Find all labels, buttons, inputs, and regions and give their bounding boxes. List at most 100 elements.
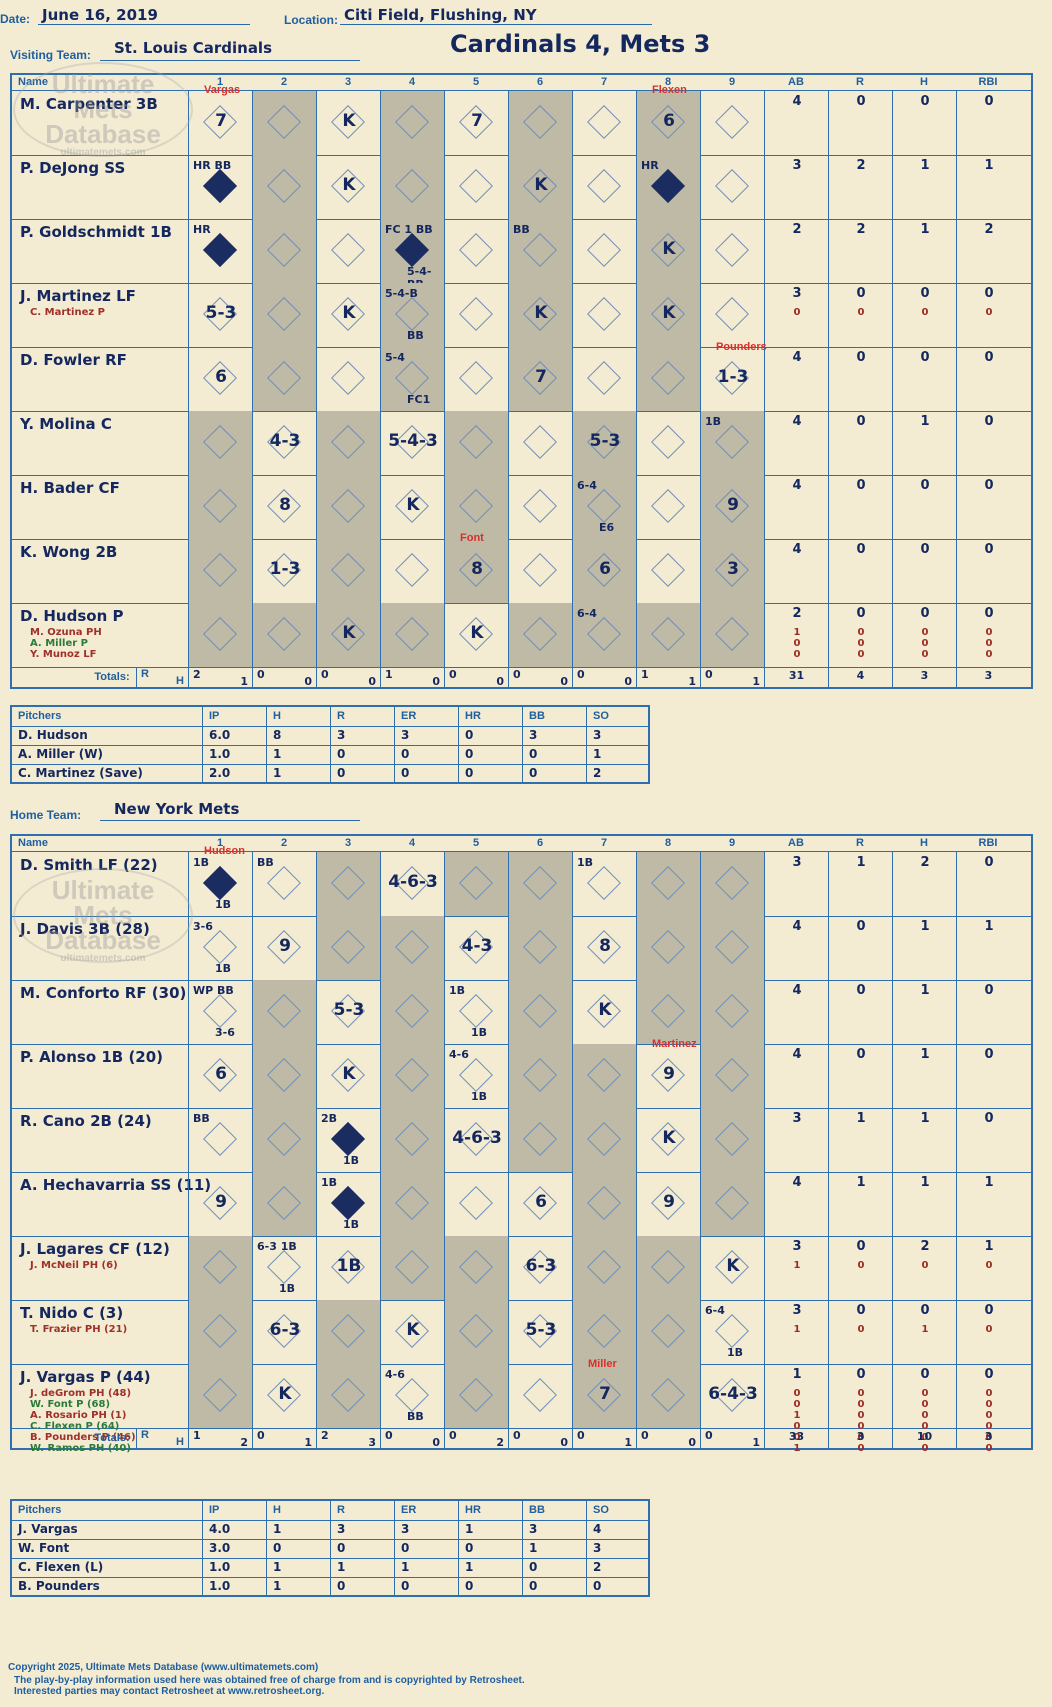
base-diamond <box>395 1122 429 1156</box>
base-diamond <box>331 1378 365 1412</box>
stat-value: 0 <box>984 1303 994 1318</box>
home-col-inning-3: 3 <box>344 837 352 849</box>
visiting-inning-cell <box>508 539 572 603</box>
visiting-inning-cell: HR <box>636 155 700 219</box>
visiting-scorecard: Name 1 2 3 4 5 6 7 8 9 AB R H RBI M. Carpenter 3B 7 K 7 6 4… <box>10 73 1033 689</box>
base-diamond <box>395 105 429 139</box>
visiting-inning-cell: BB <box>508 219 572 283</box>
visiting-stat-cell: 0 <box>892 539 956 603</box>
base-diamond <box>203 1250 237 1284</box>
stat-value: 1 <box>984 1175 994 1190</box>
inning-runs: 1 <box>385 668 393 681</box>
visiting-stat-cell: 1 <box>892 219 956 283</box>
visiting-inning-cell <box>188 539 252 603</box>
base-diamond <box>395 1058 429 1092</box>
home-stat-cell: 3 <box>764 852 828 916</box>
visiting-col-inning-4: 4 <box>408 76 416 88</box>
visiting-stat-cell: 0 <box>892 475 956 539</box>
home-col-r: R <box>856 837 864 849</box>
base-diamond <box>203 1122 237 1156</box>
home-inning-cell <box>252 1108 316 1172</box>
visiting-sub-name: C. Martinez P <box>30 307 105 318</box>
base-diamond <box>651 169 685 203</box>
home-stat-cell: 1 <box>956 916 1020 980</box>
base-diamond <box>203 930 237 964</box>
visiting-stat-cell: 0 <box>828 91 892 155</box>
play-result: 7 <box>599 1384 611 1404</box>
pitcher-stat: 2.0 <box>202 764 266 783</box>
play-result: 5-4-3 <box>388 431 438 451</box>
stat-value: 1 <box>856 1175 866 1190</box>
stat-value: 0 <box>856 1303 866 1318</box>
play-result: K <box>342 623 356 643</box>
visiting-inning-cell <box>444 283 508 347</box>
base-diamond <box>459 1186 493 1220</box>
home-inning-cell: 9 <box>252 916 316 980</box>
pitcher-stat: 1 <box>458 1520 522 1539</box>
visiting-inning-cell: K <box>316 155 380 219</box>
base-diamond <box>331 1186 365 1220</box>
play-result: 5-3 <box>205 303 237 323</box>
home-stat-cell: 0 <box>828 980 892 1044</box>
home-inning-cell <box>188 1364 252 1428</box>
visiting-inning-cell <box>700 603 764 667</box>
stat-value: 0 <box>856 286 866 301</box>
home-inning-cell <box>508 1364 572 1428</box>
base-diamond <box>523 105 557 139</box>
visiting-stat-cell: 0 <box>828 475 892 539</box>
home-inning-cell: 7 <box>572 1364 636 1428</box>
visiting-stat-cell: 0 <box>956 347 1020 411</box>
home-inning-cell <box>572 1172 636 1236</box>
home-inning-cell <box>252 1172 316 1236</box>
inning-runs: 0 <box>513 1429 521 1442</box>
visiting-inning-cell <box>316 347 380 411</box>
visiting-inning-cell: K <box>316 91 380 155</box>
play-result: 4-6-3 <box>388 872 438 892</box>
base-diamond <box>715 1058 749 1092</box>
pitcher-stat: 0 <box>458 1577 522 1596</box>
play-note: WP BB <box>193 984 234 997</box>
pitcher-stat: 1 <box>330 1558 394 1577</box>
stat-value: 1 <box>984 919 994 934</box>
play-note: HR BB <box>193 159 232 172</box>
home-inning-cell <box>508 980 572 1044</box>
base-diamond <box>587 866 621 900</box>
base-diamond <box>715 1314 749 1348</box>
visiting-inning-cell <box>572 347 636 411</box>
base-diamond <box>267 1122 301 1156</box>
home-inning-cell: 9 <box>636 1044 700 1108</box>
pitcher-stat: 3.0 <box>202 1539 266 1558</box>
base-diamond <box>395 994 429 1028</box>
stat-value: 0 <box>856 606 866 621</box>
visiting-stat-cell: 0 <box>956 411 1020 475</box>
stat-value: 2 <box>920 1239 930 1254</box>
stat-value: 1 <box>856 1111 866 1126</box>
visiting-inning-cell: K <box>636 219 700 283</box>
visiting-inning-cell <box>444 155 508 219</box>
stat-value: 0 <box>984 1047 994 1062</box>
play-note: 1B <box>193 856 210 869</box>
sub-stat-value: 0 <box>857 649 865 660</box>
home-inning-cell <box>572 1108 636 1172</box>
pitcher-stat: 0 <box>522 764 586 783</box>
visiting-inning-cell: FC 1 BB5-4-BB <box>380 219 444 291</box>
visiting-inning-cell: HR BB <box>188 155 252 219</box>
pitcher-stat: 3 <box>394 726 458 745</box>
home-col-inning-9: 9 <box>728 837 736 849</box>
home-inning-cell <box>700 1172 764 1236</box>
sub-stat-value: 0 <box>793 1388 801 1399</box>
base-diamond <box>203 1378 237 1412</box>
visiting-batter-name: D. Fowler RF <box>20 351 127 369</box>
visiting-pitcher-row: A. Miller (W) 1.0 1 0 0 0 0 1 <box>12 745 648 765</box>
home-sub-name: A. Rosario PH (1) <box>30 1410 127 1421</box>
visiting-inning-cell <box>700 91 764 155</box>
play-result: K <box>662 239 676 259</box>
footer-copyright: Copyright 2025, Ultimate Mets Database (… <box>8 1662 319 1673</box>
home-inning-cell <box>444 852 508 916</box>
